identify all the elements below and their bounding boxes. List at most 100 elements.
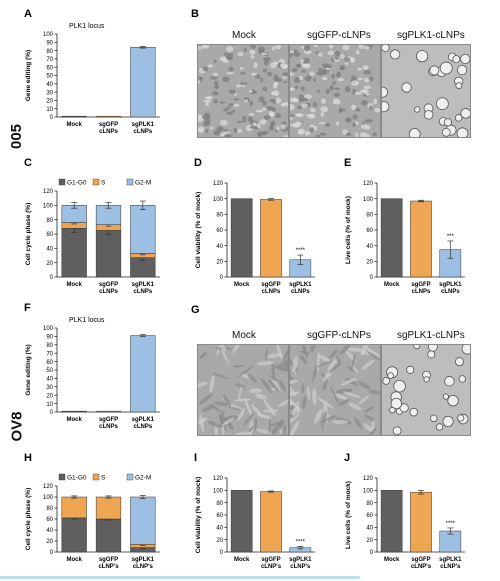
cell-shape <box>273 90 280 97</box>
cell-shape <box>312 365 318 383</box>
micro-g-label-sggfp: sgGFP-cLNPs <box>307 330 371 341</box>
cell-shape <box>310 345 316 353</box>
cell-shape <box>354 417 363 430</box>
cell-shape <box>368 76 374 82</box>
legend-label: G1-G0 <box>67 180 87 187</box>
cell-shape <box>345 117 352 123</box>
y-tick-label: 40 <box>46 528 53 534</box>
rounded-cell <box>409 407 419 417</box>
cell-shape <box>222 76 230 83</box>
cell-shape <box>213 130 221 136</box>
cell-shape <box>330 387 340 404</box>
y-tick-label: 20 <box>216 538 223 544</box>
cell-shape <box>264 60 269 66</box>
cell-shape <box>219 409 225 428</box>
cell-shape <box>361 100 368 106</box>
x-category-label: sgGFP <box>411 557 430 563</box>
cell-shape <box>369 105 373 111</box>
y-tick-label: 40 <box>366 526 373 532</box>
y-tick-label: 30 <box>46 90 53 96</box>
cell-shape <box>358 395 370 405</box>
cell-shape <box>220 119 228 126</box>
rounded-cell <box>408 128 421 137</box>
y-tick-label: 100 <box>213 489 224 495</box>
cell-shape <box>255 109 264 113</box>
cell-shape <box>211 91 219 96</box>
cell-shape <box>350 104 357 110</box>
y-tick-label: 100 <box>213 197 224 203</box>
panel-h-cell-cycle-chart: H 0 20 40 60 80 100 120 Cell cycle phase (%) Mock… <box>24 452 160 570</box>
cell-shape <box>219 56 227 62</box>
cell-shape <box>290 373 295 382</box>
cell-shape <box>255 393 267 400</box>
y-tick-label: 60 <box>366 228 373 234</box>
bar <box>410 200 432 278</box>
cell-shape <box>210 75 218 80</box>
cell-shape <box>320 411 328 431</box>
cell-shape <box>290 97 298 103</box>
cell-shape <box>198 116 203 123</box>
cell-shape <box>219 101 225 104</box>
cell-shape <box>213 99 219 104</box>
cell-shape <box>290 391 301 399</box>
cell-shape <box>283 80 287 84</box>
x-category-label: sgGFP <box>99 282 118 288</box>
cell-shape <box>342 45 350 51</box>
cell-shape <box>204 129 209 133</box>
cell-shape <box>295 121 303 126</box>
cell-shape <box>290 420 300 435</box>
cell-shape <box>198 381 208 389</box>
bar <box>130 47 156 118</box>
cell-shape <box>352 114 358 120</box>
cell-shape <box>249 49 256 55</box>
micrograph-g-sggfp-image <box>289 344 381 436</box>
cell-shape <box>276 345 283 360</box>
rounded-cell <box>457 65 468 76</box>
cell-shape <box>317 67 323 71</box>
legend-label: G2-M <box>135 475 151 482</box>
cell-shape <box>261 52 268 56</box>
cell-shape <box>313 45 318 48</box>
cell-shape <box>322 380 328 391</box>
cell-shape <box>294 77 301 84</box>
cell-shape <box>358 45 364 49</box>
x-category-label: Mock <box>384 282 400 288</box>
cell-shape <box>295 113 303 117</box>
cell-shape <box>303 45 311 52</box>
cell-shape <box>269 112 276 117</box>
rounded-cell <box>436 97 449 111</box>
cell-shape <box>371 419 375 432</box>
rounded-cell <box>387 372 394 379</box>
rounded-cell <box>442 415 454 428</box>
cell-shape <box>257 123 261 129</box>
cell-shape <box>306 386 311 401</box>
legend-label: G2-M <box>135 180 151 187</box>
y-tick-label: 40 <box>46 377 53 383</box>
cell-shape <box>277 399 288 408</box>
rounded-cell <box>435 423 444 431</box>
y-tick-label: 20 <box>46 393 53 399</box>
cell-shape <box>302 60 310 64</box>
y-tick-label: 0 <box>370 275 374 281</box>
cell-shape <box>364 119 373 123</box>
x-category-label: cLNP's <box>261 564 282 570</box>
rounded-cell <box>389 406 396 414</box>
y-tick-label: 60 <box>46 360 53 366</box>
cell-shape <box>298 94 305 101</box>
x-category-label: sgGFP <box>99 417 118 423</box>
rounded-cell <box>382 101 390 113</box>
cell-shape <box>263 114 270 121</box>
legend-swatch <box>58 178 66 186</box>
bar <box>410 491 432 553</box>
cell-shape <box>282 424 287 435</box>
cell-shape <box>317 360 333 368</box>
cell-shape <box>296 105 302 110</box>
cell-shape <box>320 69 327 75</box>
cell-shape <box>337 78 345 82</box>
rounded-cell <box>447 394 459 407</box>
cell-shape <box>355 132 359 137</box>
y-tick-label: 60 <box>46 232 53 238</box>
cell-shape <box>357 77 364 81</box>
cell-shape <box>344 57 351 62</box>
